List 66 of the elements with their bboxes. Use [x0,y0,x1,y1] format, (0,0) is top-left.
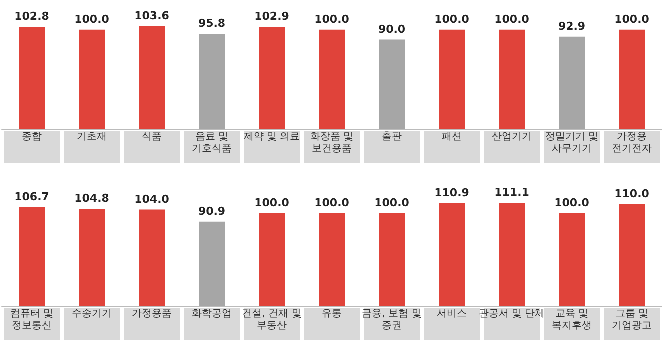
data-label: 102.8 [14,10,50,24]
data-label: 103.6 [134,9,170,22]
data-label: 102.9 [254,10,290,23]
x-tick-label: 서비스 [437,308,467,320]
bar [19,207,45,306]
x-tick-label: 가정용 전기전자 [612,132,652,154]
x-tick-label: 식품 [142,132,162,142]
data-label: 104.0 [134,192,170,206]
bar [199,222,225,306]
bar [259,214,285,306]
data-label: 111.1 [494,186,530,200]
x-tick-label: 건설, 건재 및 부동산 [242,308,302,332]
data-label: 100.0 [554,196,590,210]
bar [319,30,345,129]
data-label: 100.0 [314,12,350,26]
x-tick-label: 수송기기 [72,308,112,320]
data-label: 110.0 [614,187,650,200]
data-label: 92.9 [558,20,586,33]
bar [19,27,45,129]
data-label: 100.0 [74,12,110,26]
data-label: 110.9 [434,186,470,200]
bar [199,34,225,129]
data-label: 95.8 [198,17,226,30]
data-label: 100.0 [374,196,410,210]
bar [139,210,165,306]
bar [79,30,105,129]
bar [259,26,285,129]
bar [619,204,645,306]
data-label: 100.0 [314,196,350,210]
x-tick-label: 출판 [382,132,402,142]
data-label: 100.0 [434,12,470,26]
bar [619,30,645,129]
x-tick-label: 교육 및 복지후생 [552,308,592,332]
x-tick-label: 관공서 및 단체 [478,308,546,320]
bar [559,214,585,306]
bar [79,209,105,306]
bar [319,214,345,306]
x-tick-label: 기초재 [77,132,107,142]
x-tick-label: 유통 [322,308,342,320]
x-tick-label: 정밀기기 및 사무기기 [545,132,599,154]
x-tick-label: 그룹 및 기업광고 [612,308,652,332]
bar [559,36,585,129]
x-tick-label: 패션 [442,132,462,142]
data-label: 100.0 [614,12,650,26]
bar [139,26,165,129]
bar [379,40,405,129]
data-label: 90.0 [378,22,406,36]
data-label: 100.0 [494,12,530,26]
bar [379,214,405,306]
x-tick-label: 제약 및 의료 [244,132,300,142]
x-tick-label: 종합 [22,132,42,142]
x-tick-label: 컴퓨터 및 정보통신 [10,308,54,332]
x-tick-label: 가정용품 [132,308,172,320]
bar [499,30,525,129]
x-tick-label: 음료 및 기호식품 [192,132,232,154]
data-label: 90.9 [198,204,226,218]
bar [439,203,465,306]
bar [499,203,525,306]
data-label: 100.0 [254,196,290,210]
x-tick-label: 금융, 보험 및 증권 [362,308,422,332]
x-tick-label: 산업기기 [492,132,532,142]
data-label: 106.7 [14,190,50,204]
x-tick-label: 화학공업 [192,308,232,320]
data-label: 104.8 [74,192,110,206]
x-tick-label: 화장품 및 보건용품 [310,132,354,154]
bar [439,30,465,129]
